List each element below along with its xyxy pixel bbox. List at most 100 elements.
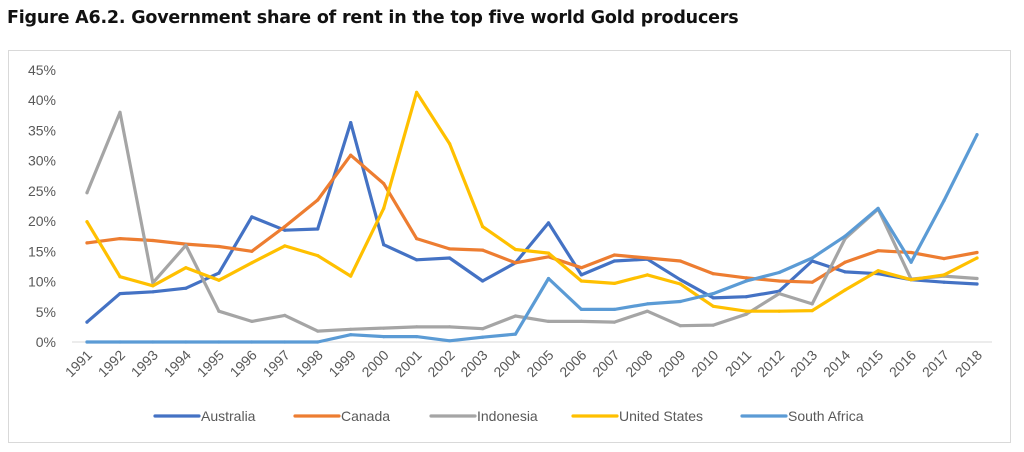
data-point — [942, 257, 946, 261]
legend-item: South Africa — [740, 408, 864, 424]
x-tick-label: 2009 — [655, 347, 688, 380]
data-point — [118, 275, 122, 279]
data-point — [349, 274, 353, 278]
data-point — [316, 227, 320, 231]
x-tick-label: 2003 — [457, 347, 490, 380]
data-point — [382, 335, 386, 339]
data-point — [909, 250, 913, 255]
legend-label: United States — [619, 408, 703, 424]
data-point — [316, 254, 320, 258]
data-point — [546, 251, 551, 255]
series-line-indonesia — [85, 110, 979, 333]
x-tick-label: 1992 — [95, 347, 128, 380]
data-point — [151, 340, 155, 344]
data-point — [810, 280, 814, 284]
x-tick-label: 2015 — [853, 347, 886, 380]
data-point — [645, 309, 650, 313]
legend-item: United States — [571, 408, 703, 424]
x-tick-label: 1991 — [62, 347, 95, 380]
data-point — [217, 271, 221, 275]
data-point — [612, 320, 617, 324]
data-point — [678, 324, 682, 328]
data-point — [349, 327, 353, 331]
data-point — [349, 333, 353, 337]
data-point — [645, 302, 650, 306]
data-point — [975, 256, 979, 260]
y-tick-label: 10% — [28, 274, 56, 290]
x-tick-label: 2000 — [358, 347, 391, 380]
data-point — [283, 340, 287, 344]
data-point — [118, 237, 122, 241]
x-tick-label: 2012 — [754, 347, 787, 380]
data-point — [777, 292, 781, 296]
y-tick-label: 5% — [36, 304, 56, 320]
data-point — [777, 289, 781, 293]
data-point — [909, 260, 913, 264]
x-tick-label: 1994 — [161, 347, 194, 380]
data-point — [316, 198, 320, 202]
y-tick-label: 25% — [28, 183, 56, 199]
data-point — [415, 325, 419, 329]
data-point — [85, 320, 89, 324]
figure-title: Figure A6.2. Government share of rent in… — [7, 8, 739, 28]
data-point — [579, 279, 584, 283]
data-point — [612, 281, 617, 285]
x-tick-label: 2013 — [787, 347, 820, 380]
data-point — [975, 133, 979, 137]
series-lines — [85, 90, 979, 344]
data-point — [250, 249, 254, 253]
y-tick-label: 40% — [28, 92, 56, 108]
data-point — [448, 339, 452, 343]
data-point — [184, 286, 188, 290]
series-line-south-africa — [85, 133, 979, 344]
data-point — [843, 234, 847, 238]
data-point — [184, 340, 188, 344]
data-point — [546, 276, 551, 281]
y-tick-label: 30% — [28, 153, 56, 169]
legend-item: Canada — [293, 408, 390, 424]
x-tick-label: 2014 — [820, 347, 853, 380]
data-point — [217, 309, 221, 313]
data-point — [612, 259, 617, 263]
x-tick-label: 1998 — [293, 347, 326, 380]
x-tick-label: 2005 — [523, 347, 556, 380]
data-point — [579, 319, 584, 323]
x-tick-label: 2016 — [886, 347, 919, 380]
x-tick-label: 1996 — [227, 347, 260, 380]
data-point — [250, 319, 254, 323]
data-point — [678, 259, 682, 263]
x-tick-label: 1995 — [194, 347, 227, 380]
data-point — [283, 244, 287, 248]
data-point — [645, 273, 650, 277]
data-point — [711, 292, 715, 296]
data-point — [382, 243, 386, 247]
data-point — [711, 272, 715, 276]
data-point — [777, 270, 781, 275]
data-point — [843, 260, 847, 264]
legend-label: Canada — [341, 408, 390, 424]
data-point — [481, 327, 485, 331]
data-point — [316, 329, 320, 333]
data-point — [283, 313, 287, 317]
legend-item: Australia — [153, 408, 256, 424]
x-tick-label: 2007 — [589, 347, 622, 380]
data-point — [217, 278, 221, 282]
chart-frame — [8, 50, 1011, 443]
data-point — [85, 220, 89, 224]
data-point — [942, 273, 946, 277]
data-point — [711, 323, 715, 327]
data-point — [744, 279, 748, 283]
y-axis-ticks: 0% 5% 10% 15% 20% 25% 30% 35% 40% 45% — [28, 62, 56, 350]
data-point — [876, 206, 880, 210]
data-point — [415, 237, 419, 241]
data-point — [349, 153, 353, 157]
data-point — [481, 225, 485, 229]
data-point — [415, 335, 419, 339]
data-point — [975, 250, 979, 255]
data-point — [250, 340, 254, 344]
data-point — [118, 110, 122, 114]
data-point — [711, 296, 715, 300]
data-point — [843, 288, 847, 292]
data-point — [415, 90, 419, 94]
data-point — [942, 199, 946, 203]
